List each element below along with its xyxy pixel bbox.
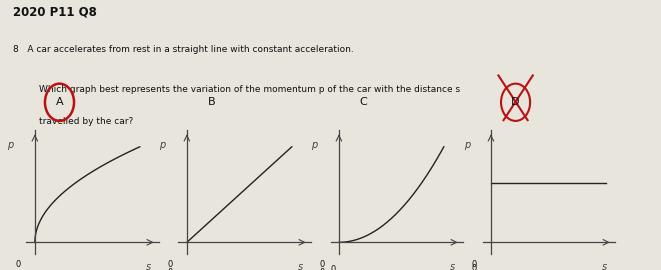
Text: 0: 0 (168, 261, 173, 269)
Text: p: p (463, 140, 470, 150)
Text: Which graph best represents the variation of the momentum p of the car with the : Which graph best represents the variatio… (38, 85, 460, 94)
Text: A: A (56, 97, 63, 107)
Text: p: p (311, 140, 318, 150)
Text: 0: 0 (320, 261, 325, 269)
Text: 0: 0 (16, 261, 21, 269)
Text: s: s (449, 262, 455, 270)
Text: 2020 P11 Q8: 2020 P11 Q8 (13, 5, 97, 18)
Text: 0: 0 (472, 264, 477, 270)
Text: p: p (159, 140, 166, 150)
Text: 0: 0 (472, 261, 477, 269)
Text: travelled by the car?: travelled by the car? (38, 117, 133, 126)
Text: 8   A car accelerates from rest in a straight line with constant acceleration.: 8 A car accelerates from rest in a strai… (13, 45, 354, 54)
Text: D: D (512, 97, 520, 107)
Text: s: s (602, 262, 607, 270)
Text: p: p (7, 140, 14, 150)
Text: s: s (297, 262, 303, 270)
Text: 0: 0 (330, 265, 336, 270)
Text: C: C (360, 97, 368, 107)
Text: s: s (145, 262, 151, 270)
Text: 0: 0 (168, 268, 173, 270)
Text: B: B (208, 97, 215, 107)
Text: 0: 0 (320, 268, 325, 270)
